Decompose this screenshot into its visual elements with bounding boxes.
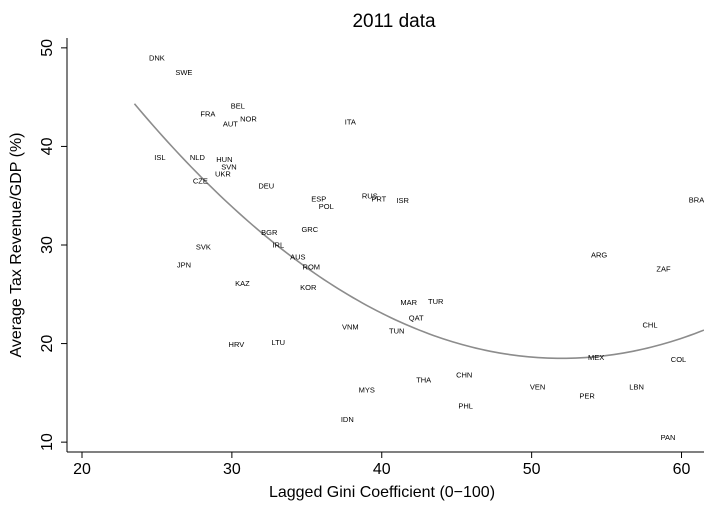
data-point-isr: ISR	[396, 196, 409, 205]
data-point-deu: DEU	[258, 182, 274, 191]
data-point-isl: ISL	[154, 153, 165, 162]
data-point-mar: MAR	[400, 298, 417, 307]
data-point-jpn: JPN	[177, 260, 191, 269]
data-point-esp: ESP	[311, 194, 326, 203]
data-point-kaz: KAZ	[235, 279, 250, 288]
data-point-hrv: HRV	[229, 340, 245, 349]
data-point-svk: SVK	[196, 243, 211, 252]
data-point-chn: CHN	[456, 371, 472, 380]
x-tick-label: 60	[673, 461, 691, 478]
data-point-ita: ITA	[345, 117, 356, 126]
data-point-rom: ROM	[303, 262, 321, 271]
data-point-vnm: VNM	[342, 322, 359, 331]
data-point-qat: QAT	[409, 314, 424, 323]
y-tick-label: 40	[39, 137, 56, 155]
data-point-tha: THA	[416, 376, 431, 385]
y-axis-ticks: 10 20 30 40 50	[39, 39, 67, 451]
data-point-ven: VEN	[530, 383, 545, 392]
data-point-prt: PRT	[371, 194, 386, 203]
data-point-bra: BRA	[689, 195, 704, 204]
data-point-pan: PAN	[661, 433, 676, 442]
y-tick-label: 30	[39, 236, 56, 254]
quadratic-fit-line	[133, 103, 704, 360]
x-axis-ticks: 20 30 40 50 60	[73, 452, 691, 478]
data-point-zaf: ZAF	[656, 264, 671, 273]
data-point-arg: ARG	[591, 251, 607, 260]
y-axis-title: Average Tax Revenue/GDP (%)	[8, 132, 25, 357]
data-point-mys: MYS	[359, 386, 375, 395]
data-point-irl: IRL	[272, 241, 284, 250]
data-point-aut: AUT	[223, 119, 238, 128]
x-axis-title: Lagged Gini Coefficient (0−100)	[269, 484, 495, 501]
data-point-rus: RUS	[362, 191, 378, 200]
data-point-hun: HUN	[216, 155, 232, 164]
data-point-tun: TUN	[389, 326, 404, 335]
data-point-pol: POL	[319, 202, 334, 211]
data-point-fra: FRA	[200, 110, 215, 119]
data-point-per: PER	[579, 391, 595, 400]
data-point-bgr: BGR	[261, 228, 278, 237]
data-point-idn: IDN	[341, 415, 354, 424]
x-tick-label: 20	[73, 461, 91, 478]
data-point-grc: GRC	[301, 225, 318, 234]
data-point-dnk: DNK	[149, 53, 165, 62]
data-point-col: COL	[671, 355, 686, 364]
y-tick-label: 20	[39, 335, 56, 353]
y-tick-label: 10	[39, 433, 56, 451]
data-point-cze: CZE	[193, 177, 208, 186]
data-point-nor: NOR	[240, 114, 257, 123]
data-point-lbn: LBN	[629, 383, 644, 392]
data-point-ukr: UKR	[215, 170, 231, 179]
x-tick-label: 30	[223, 461, 241, 478]
y-tick-label: 50	[39, 39, 56, 57]
x-tick-label: 50	[523, 461, 541, 478]
data-point-chl: CHL	[642, 320, 657, 329]
data-point-bel: BEL	[231, 102, 245, 111]
data-point-ltu: LTU	[271, 338, 285, 347]
data-point-nld: NLD	[190, 153, 206, 162]
data-point-svn: SVN	[221, 163, 236, 172]
data-point-swe: SWE	[175, 68, 192, 77]
data-point-mex: MEX	[588, 353, 604, 362]
chart-title: 2011 data	[352, 11, 436, 32]
data-point-tur: TUR	[428, 297, 444, 306]
data-point-kor: KOR	[300, 283, 317, 292]
data-point-aus: AUS	[290, 252, 305, 261]
data-point-phl: PHL	[458, 401, 473, 410]
x-tick-label: 40	[373, 461, 391, 478]
